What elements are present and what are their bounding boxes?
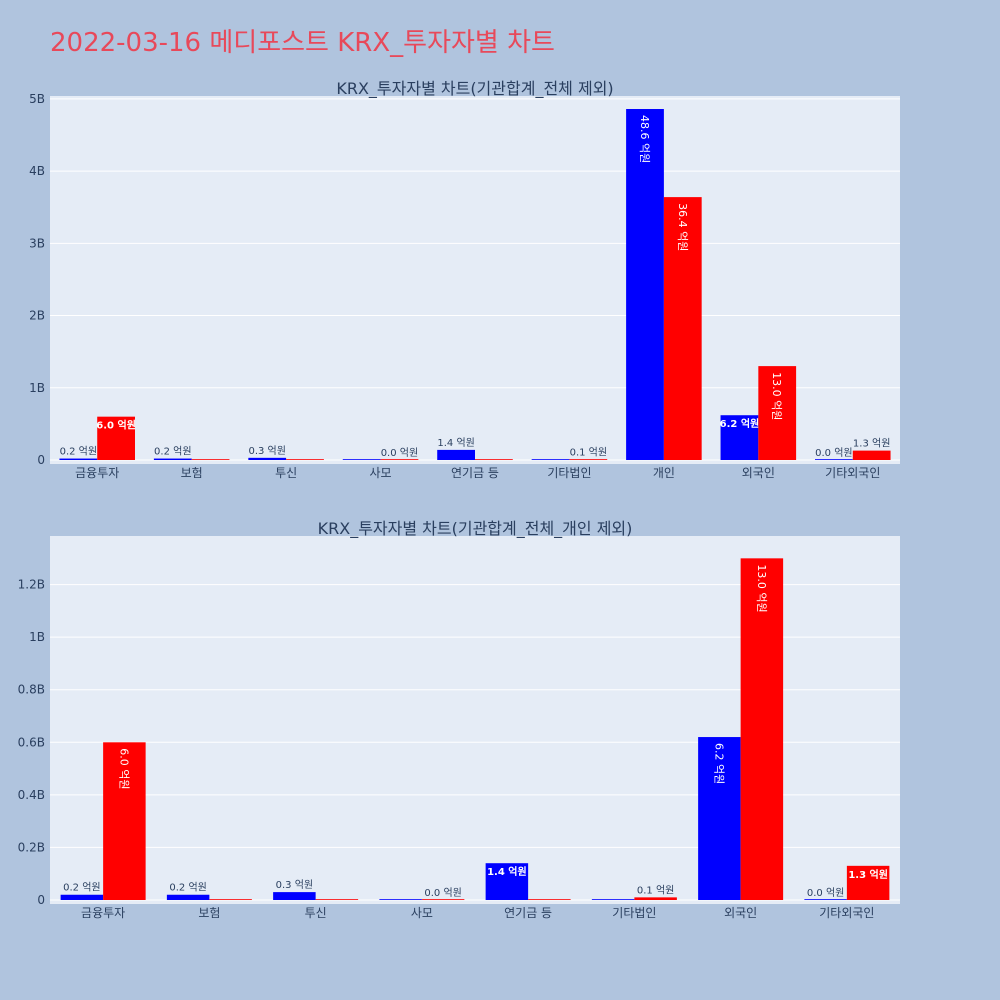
bar xyxy=(421,899,465,900)
data-label: 0.2 억원 xyxy=(63,882,100,894)
bar xyxy=(531,459,570,460)
y-tick-label: 1B xyxy=(29,381,45,395)
x-tick-label: 기타법인 xyxy=(547,466,591,480)
chart-title: KRX_투자자별 차트(기관합계_전체_개인 제외) xyxy=(318,519,633,539)
bar xyxy=(59,458,98,460)
bar xyxy=(60,894,104,900)
data-label: 0.1 억원 xyxy=(637,884,674,896)
x-tick-label: 외국인 xyxy=(724,906,757,920)
y-tick-label: 1.2B xyxy=(18,578,45,592)
y-tick-label: 0.4B xyxy=(18,788,45,802)
bar xyxy=(720,415,759,460)
chart-title: KRX_투자자별 차트(기관합계_전체 제외) xyxy=(336,79,613,99)
x-tick-label: 사모 xyxy=(411,906,433,920)
x-tick-label: 연기금 등 xyxy=(451,466,499,480)
y-tick-label: 0.2B xyxy=(18,840,45,854)
data-label: 1.4 억원 xyxy=(487,865,527,878)
y-tick-label: 2B xyxy=(29,309,45,323)
bar xyxy=(248,457,287,460)
bar xyxy=(273,892,316,900)
bar xyxy=(663,197,702,460)
x-tick-label: 투신 xyxy=(275,466,297,480)
x-tick-label: 보험 xyxy=(198,906,220,920)
x-tick-label: 연기금 등 xyxy=(504,906,552,920)
data-label: 1.3 억원 xyxy=(848,868,888,881)
data-label: 0.1 억원 xyxy=(570,446,607,458)
data-label: 1.4 억원 xyxy=(437,437,474,449)
x-tick-label: 기타법인 xyxy=(612,906,656,920)
data-label: 6.0 억원 xyxy=(96,419,136,432)
x-tick-label: 기타외국인 xyxy=(825,466,880,480)
x-tick-label: 금융투자 xyxy=(81,906,125,920)
data-label: 13.0 억원 xyxy=(770,372,783,420)
bar xyxy=(569,459,608,460)
y-tick-label: 1B xyxy=(29,630,45,644)
data-label: 13.0 억원 xyxy=(755,564,768,612)
bar xyxy=(698,737,741,900)
data-label: 0.0 억원 xyxy=(807,887,844,899)
data-label: 0.0 억원 xyxy=(381,447,418,459)
bar xyxy=(852,450,891,460)
bar xyxy=(740,558,784,900)
bar xyxy=(626,109,664,460)
page-title: 2022-03-16 메디포스트 KRX_투자자별 차트 xyxy=(50,28,555,58)
bar xyxy=(815,459,853,460)
data-label: 6.0 억원 xyxy=(117,748,130,789)
y-tick-label: 0 xyxy=(37,893,45,907)
x-tick-label: 보험 xyxy=(181,466,203,480)
data-label: 0.3 억원 xyxy=(276,879,313,891)
data-label: 36.4 억원 xyxy=(676,203,689,251)
bar xyxy=(191,459,230,460)
data-label: 1.3 억원 xyxy=(853,438,890,450)
bar xyxy=(380,459,419,460)
chart-2: 0 0.2B 0.4B 0.6B 0.8B 1B 1.2B KRX_투자자별 차트(기관합계_… xyxy=(18,519,900,920)
bar xyxy=(528,899,571,900)
x-tick-label: 외국인 xyxy=(742,466,775,480)
data-label: 0.2 억원 xyxy=(60,446,97,458)
y-tick-label: 0.6B xyxy=(18,735,45,749)
bar xyxy=(286,459,324,460)
x-tick-label: 금융투자 xyxy=(75,466,119,480)
bar xyxy=(475,459,513,460)
bar xyxy=(209,899,252,900)
y-tick-label: 0.8B xyxy=(18,683,45,697)
bar xyxy=(591,899,635,900)
bar xyxy=(166,894,210,900)
y-tick-label: 4B xyxy=(29,164,45,178)
bar xyxy=(437,449,475,460)
bar xyxy=(97,416,135,460)
bar xyxy=(153,458,192,460)
bar xyxy=(804,899,847,900)
bar xyxy=(634,897,677,900)
bar xyxy=(846,865,890,900)
data-label: 0.2 억원 xyxy=(169,882,206,894)
data-label: 0.0 억원 xyxy=(815,447,852,459)
bar xyxy=(103,742,146,900)
x-tick-label: 투신 xyxy=(305,906,327,920)
data-label: 48.6 억원 xyxy=(638,115,651,163)
chart-1: 0 1B 2B 3B 4B 5B KRX_투자자별 차트(기관합계_전체 제외) 금융투자 0.… xyxy=(29,79,900,480)
data-label: 0.2 억원 xyxy=(154,446,191,458)
bar xyxy=(758,366,797,460)
data-label: 6.2 억원 xyxy=(712,743,725,784)
bar xyxy=(342,459,381,460)
bar xyxy=(315,899,359,900)
y-tick-label: 5B xyxy=(29,92,45,106)
data-label: 0.3 억원 xyxy=(248,445,285,457)
x-tick-label: 개인 xyxy=(653,466,675,480)
x-tick-label: 사모 xyxy=(370,466,392,480)
y-tick-label: 3B xyxy=(29,236,45,250)
x-tick-label: 기타외국인 xyxy=(819,906,874,920)
bar xyxy=(379,899,422,900)
y-tick-label: 0 xyxy=(37,453,45,467)
bar xyxy=(485,863,529,900)
data-label: 6.2 억원 xyxy=(720,417,760,430)
data-label: 0.0 억원 xyxy=(424,887,461,899)
